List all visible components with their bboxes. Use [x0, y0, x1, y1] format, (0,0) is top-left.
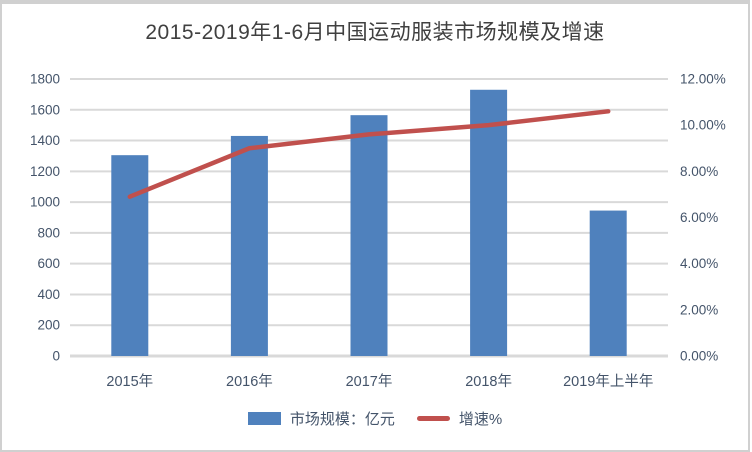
- bar-2017年: [350, 115, 388, 357]
- left-axis-tick: 200: [37, 318, 60, 333]
- left-axis-tick: 1000: [30, 195, 60, 210]
- right-axis-tick: 6.00%: [680, 210, 718, 225]
- chart-legend: 市场规模：亿元 增速%: [2, 408, 748, 429]
- bar-2016年: [230, 135, 268, 356]
- right-axis-tick: 2.00%: [680, 302, 718, 317]
- left-axis-tick: 1800: [30, 72, 60, 87]
- legend-line-swatch: [416, 416, 450, 421]
- right-axis-tick: 10.00%: [680, 118, 726, 133]
- x-axis-label-2018年: 2018年: [465, 373, 512, 390]
- legend-label-growth: 增速%: [458, 411, 503, 428]
- left-axis-tick: 400: [37, 287, 60, 302]
- legend-item-market-size: 市场规模：亿元: [247, 408, 395, 429]
- left-axis-tick: 1600: [30, 102, 60, 117]
- chart-plot-area: 0 200 400 600 800 1000 1200 1400 1600 1800 0.00% 2.…: [30, 72, 726, 391]
- bar-2018年: [470, 89, 508, 357]
- left-axis-tick: 0: [52, 349, 60, 364]
- x-axis-label-2019年上半年: 2019年上半年: [563, 373, 653, 390]
- growth-line: [127, 109, 611, 199]
- left-axis-tick: 1200: [30, 164, 60, 179]
- chart-title: 2015-2019年1-6月中国运动服装市场规模及增速: [145, 21, 605, 44]
- left-axis-tick: 600: [37, 256, 60, 271]
- legend-item-growth: 增速%: [416, 408, 503, 429]
- right-axis-tick: 0.00%: [680, 349, 718, 364]
- bar-2015年: [111, 155, 149, 356]
- x-axis-label-2015年: 2015年: [106, 373, 153, 390]
- legend-bar-swatch: [247, 412, 281, 425]
- right-axis-tick: 4.00%: [680, 256, 718, 271]
- x-axis-label-2017年: 2017年: [346, 373, 393, 390]
- right-axis-tick: 8.00%: [680, 164, 718, 179]
- legend-label-market-size: 市场规模：亿元: [289, 411, 395, 428]
- right-axis-tick: 12.00%: [680, 72, 726, 87]
- left-axis-tick: 1400: [30, 133, 60, 148]
- left-axis-tick: 800: [37, 225, 60, 240]
- bar-2019年上半年: [589, 210, 627, 356]
- x-axis-label-2016年: 2016年: [226, 373, 273, 390]
